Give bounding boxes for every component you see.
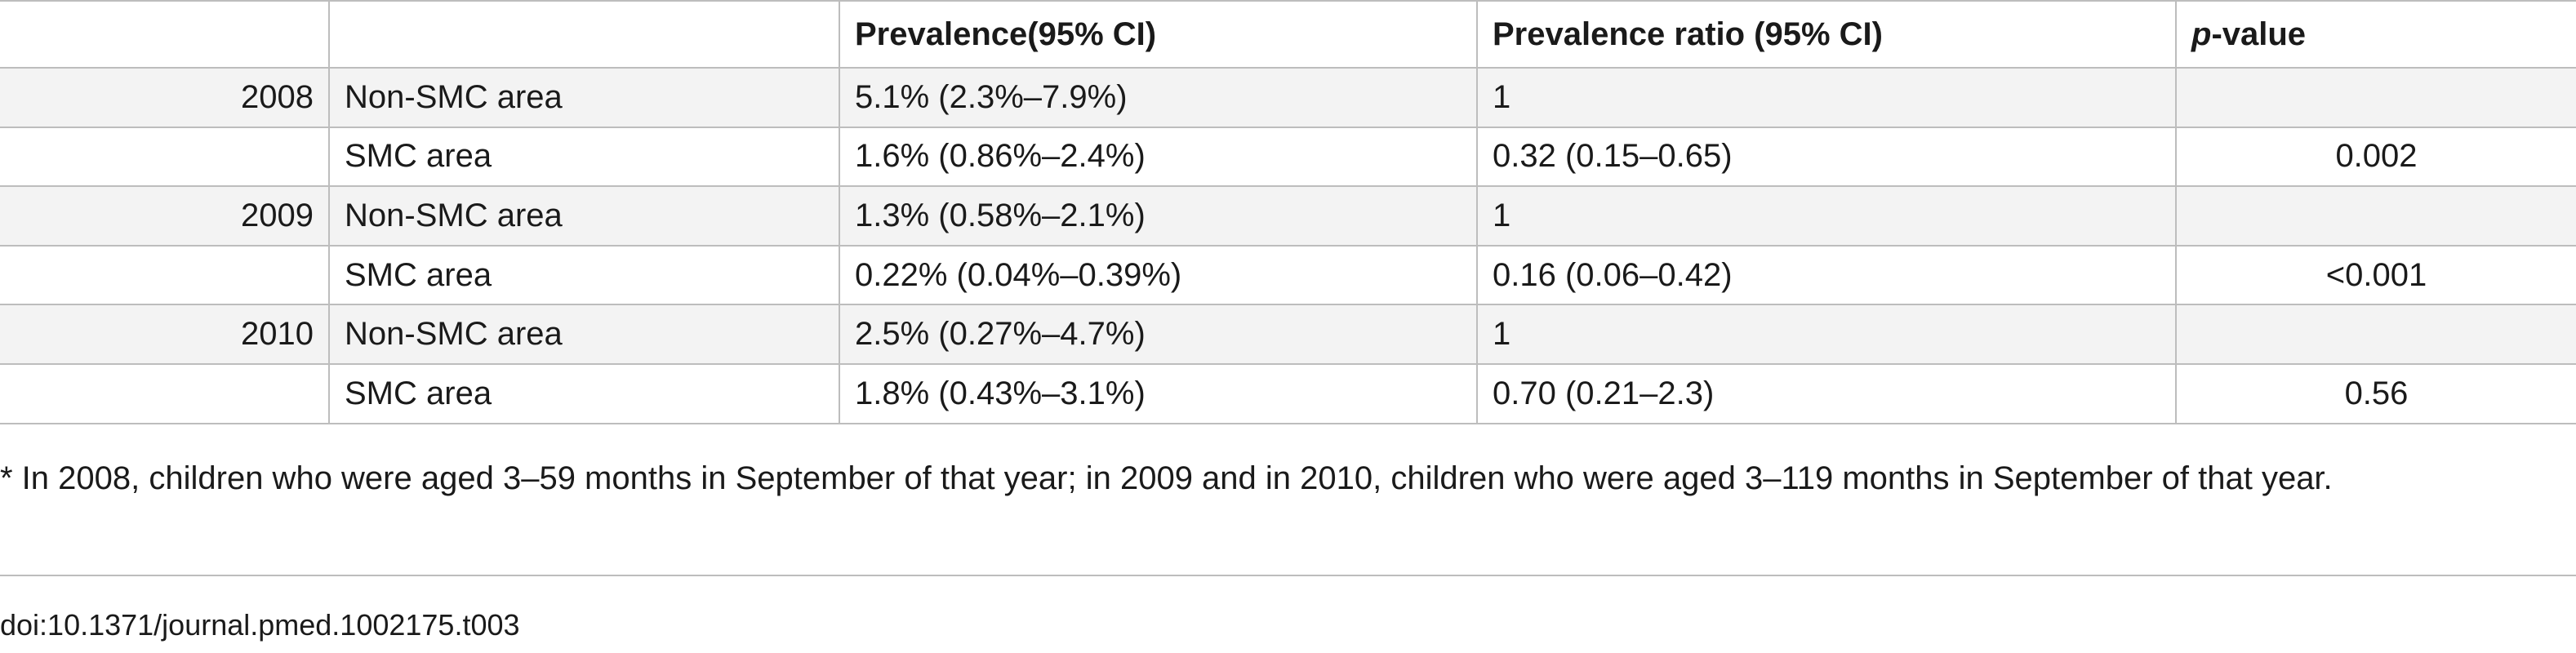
header-p-value-suffix: -value [2211,16,2307,52]
cell-year [0,362,330,424]
table-row: SMC area 0.22% (0.04%–0.39%) 0.16 (0.06–… [0,244,2576,306]
table-header-row: Prevalence(95% CI) Prevalence ratio (95%… [0,0,2576,69]
cell-p-value: <0.001 [2175,244,2576,306]
cell-year [0,126,330,188]
cell-prevalence: 2.5% (0.27%–4.7%) [839,304,1478,365]
cell-prevalence-ratio: 0.70 (0.21–2.3) [1476,362,2177,424]
cell-p-value: 0.002 [2175,126,2576,188]
doi-link[interactable]: doi:10.1371/journal.pmed.1002175.t003 [0,608,520,642]
header-p-value: p-value [2175,0,2576,69]
cell-prevalence: 5.1% (2.3%–7.9%) [839,67,1478,128]
cell-area: SMC area [328,244,840,306]
cell-area: Non-SMC area [328,304,840,365]
cell-year [0,244,330,306]
header-prevalence: Prevalence(95% CI) [839,0,1478,69]
cell-prevalence: 0.22% (0.04%–0.39%) [839,244,1478,306]
cell-area: SMC area [328,126,840,188]
cell-prevalence: 1.8% (0.43%–3.1%) [839,362,1478,424]
cell-year: 2009 [0,185,330,247]
cell-area: SMC area [328,362,840,424]
cell-area: Non-SMC area [328,67,840,128]
header-year [0,0,330,69]
cell-prevalence-ratio: 1 [1476,67,2177,128]
cell-year: 2010 [0,304,330,365]
table-row: 2010 Non-SMC area 2.5% (0.27%–4.7%) 1 [0,304,2576,365]
header-p-value-italic: p [2191,16,2212,52]
table-row: 2009 Non-SMC area 1.3% (0.58%–2.1%) 1 [0,185,2576,247]
table-row: SMC area 1.6% (0.86%–2.4%) 0.32 (0.15–0.… [0,126,2576,188]
header-prevalence-ratio: Prevalence ratio (95% CI) [1476,0,2177,69]
cell-p-value [2175,185,2576,247]
table-row: SMC area 1.8% (0.43%–3.1%) 0.70 (0.21–2.… [0,362,2576,424]
header-area [328,0,840,69]
cell-prevalence: 1.3% (0.58%–2.1%) [839,185,1478,247]
table-row: 2008 Non-SMC area 5.1% (2.3%–7.9%) 1 [0,67,2576,128]
cell-prevalence-ratio: 1 [1476,185,2177,247]
cell-p-value [2175,304,2576,365]
table-footnote: * In 2008, children who were aged 3–59 m… [0,460,2333,496]
cell-p-value: 0.56 [2175,362,2576,424]
cell-prevalence-ratio: 0.16 (0.06–0.42) [1476,244,2177,306]
footnote-divider [0,575,2576,576]
results-table-container: Prevalence(95% CI) Prevalence ratio (95%… [0,0,2576,424]
cell-p-value [2175,67,2576,128]
cell-year: 2008 [0,67,330,128]
cell-prevalence-ratio: 0.32 (0.15–0.65) [1476,126,2177,188]
cell-prevalence-ratio: 1 [1476,304,2177,365]
cell-prevalence: 1.6% (0.86%–2.4%) [839,126,1478,188]
prevalence-table: Prevalence(95% CI) Prevalence ratio (95%… [0,0,2576,424]
cell-area: Non-SMC area [328,185,840,247]
